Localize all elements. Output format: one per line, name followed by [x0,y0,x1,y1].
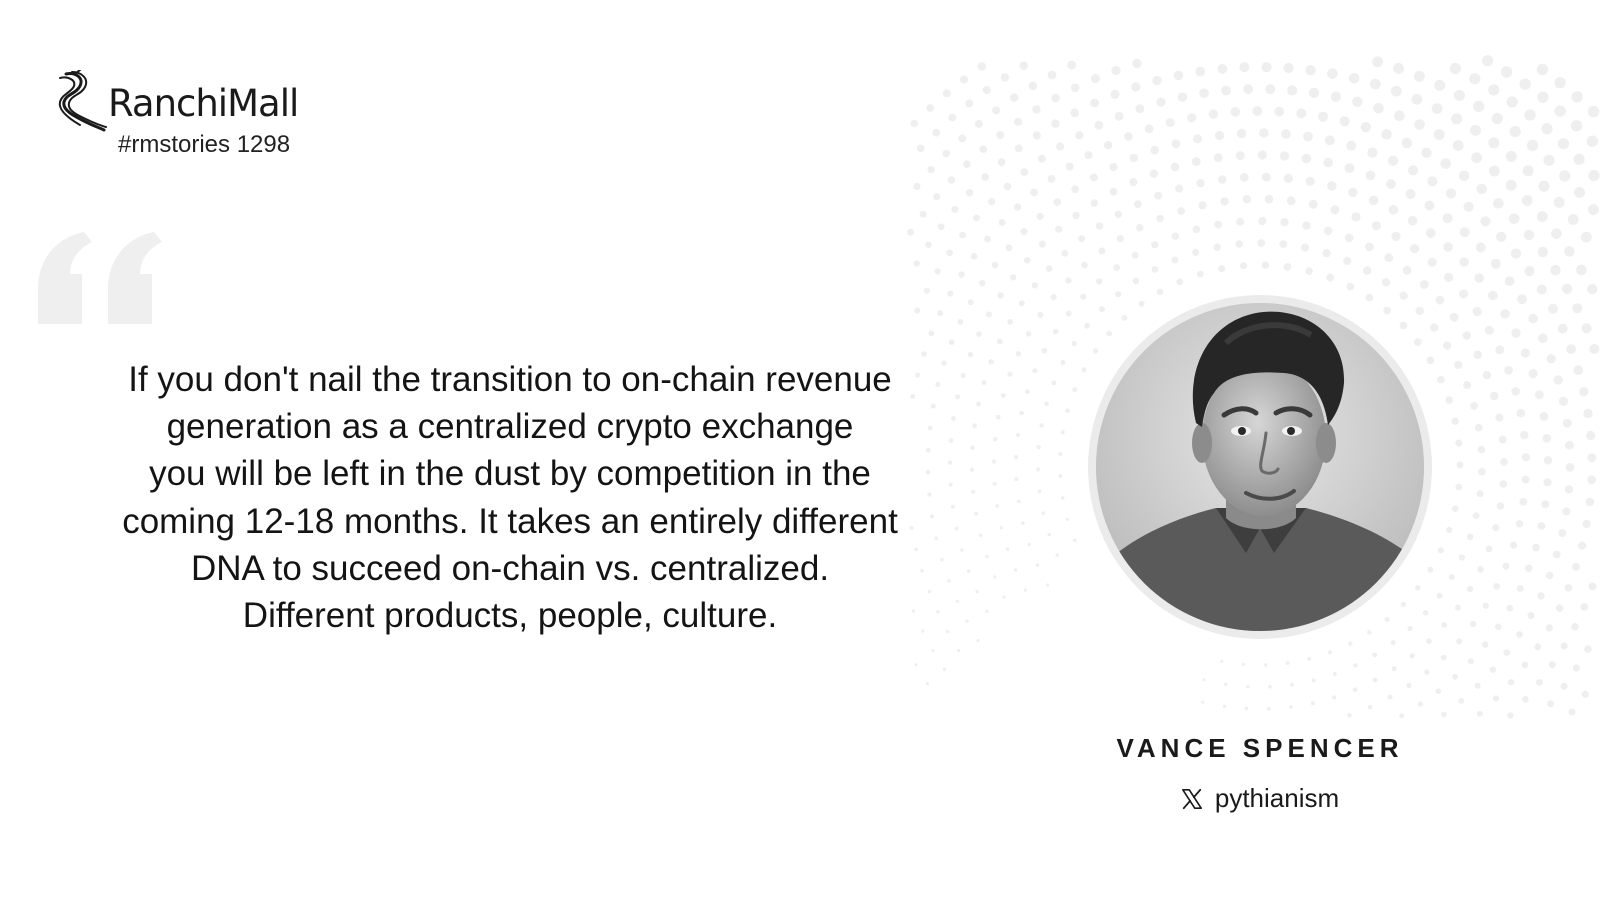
story-hashtag: #rmstories 1298 [118,131,291,158]
author-name: VANCE SPENCER [1116,733,1404,763]
quote-line: DNA to succeed on-chain vs. centralized. [190,548,830,588]
quote-line: you will be left in the dust by competit… [149,454,871,494]
quote-line: coming 12-18 months. It takes an entirel… [122,501,898,541]
portrait-photo [1096,303,1424,631]
brand-logo: RanchiMall [56,70,299,132]
quote-text: If you don't nail the transition to on-c… [60,356,960,639]
ranchimall-logo-icon [58,70,107,132]
quote-line: Different products, people, culture. [242,596,778,636]
quote-line: generation as a centralized crypto excha… [166,407,854,447]
brand-name: RanchiMall [108,81,299,125]
author-social-handle[interactable]: pythianism [1060,783,1460,814]
handle-text: pythianism [1214,783,1340,813]
x-logo-icon [1181,788,1202,809]
quotation-mark-icon [38,232,162,324]
quote-line: If you don't nail the transition to on-c… [128,360,892,399]
